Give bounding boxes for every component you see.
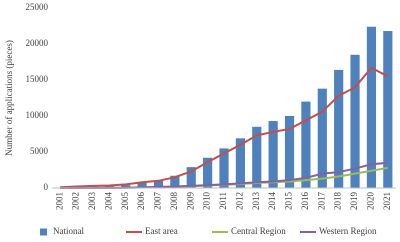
y-tick-label: 25000: [26, 2, 49, 12]
x-tick-label: 2007: [153, 192, 163, 211]
legend-label: East area: [145, 226, 178, 236]
y-tick-label: 0: [44, 182, 49, 192]
x-tick-label: 2010: [202, 192, 212, 211]
bar: [268, 121, 278, 188]
bar: [284, 116, 295, 188]
x-tick-label: 2002: [71, 192, 81, 210]
x-tick-label: 2012: [234, 192, 244, 210]
y-tick-label: 15000: [26, 74, 49, 84]
x-tick-label: 2009: [185, 192, 195, 211]
x-tick-label: 2021: [382, 192, 392, 210]
legend-label: National: [53, 226, 84, 236]
x-tick-label: 2006: [136, 192, 146, 211]
bar: [366, 26, 377, 188]
x-tick-label: 2020: [365, 192, 375, 211]
y-tick-label: 20000: [26, 38, 49, 48]
bar: [121, 185, 131, 188]
bar: [170, 175, 180, 188]
bar: [235, 138, 245, 188]
x-tick-label: 2017: [316, 192, 326, 211]
y-tick-label: 10000: [26, 110, 49, 120]
x-tick-label: 2005: [120, 192, 130, 211]
x-tick-label: 2003: [87, 192, 97, 211]
x-tick-label: 2014: [267, 192, 277, 211]
bar: [219, 148, 229, 188]
x-tick-label: 2019: [349, 192, 359, 211]
bar: [350, 54, 360, 188]
legend-label: Western Region: [319, 226, 377, 236]
x-tick-label: 2011: [218, 192, 228, 210]
bar: [334, 69, 344, 188]
bar: [186, 167, 196, 188]
y-tick-label: 5000: [30, 146, 49, 156]
x-tick-label: 2018: [333, 192, 343, 211]
x-tick-label: 2001: [54, 192, 64, 210]
x-tick-label: 2004: [103, 192, 113, 211]
bar: [383, 31, 393, 189]
bar: [252, 126, 262, 188]
legend-swatch: [40, 228, 47, 236]
bar: [317, 88, 327, 188]
x-tick-label: 2016: [300, 192, 310, 211]
y-axis-label: Number of applications (pieces): [4, 40, 14, 156]
bar: [137, 182, 147, 188]
bar: [301, 101, 311, 188]
x-tick-label: 2015: [284, 192, 294, 211]
x-tick-label: 2013: [251, 192, 261, 211]
legend-label: Central Region: [231, 226, 286, 236]
line: [60, 66, 389, 189]
bar: [203, 157, 213, 188]
bar: [153, 180, 164, 188]
x-tick-label: 2008: [169, 192, 179, 211]
